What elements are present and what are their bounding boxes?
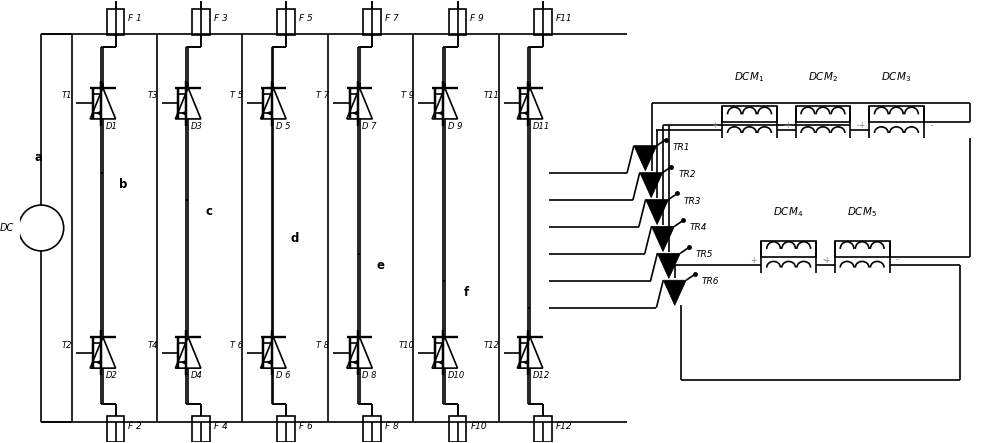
Text: D3: D3 bbox=[191, 121, 203, 131]
Text: F12: F12 bbox=[555, 422, 572, 431]
Bar bbox=[449, 416, 466, 442]
Text: +: + bbox=[711, 121, 717, 130]
Text: T10: T10 bbox=[399, 341, 414, 350]
Bar bbox=[869, 106, 924, 122]
Text: D 7: D 7 bbox=[362, 121, 377, 131]
Bar bbox=[835, 241, 890, 257]
Bar bbox=[363, 416, 381, 442]
Text: D10: D10 bbox=[448, 371, 465, 380]
Text: D 5: D 5 bbox=[276, 121, 291, 131]
Text: TR1: TR1 bbox=[672, 143, 690, 152]
Text: T2: T2 bbox=[62, 341, 72, 350]
Polygon shape bbox=[640, 173, 663, 198]
Text: b: b bbox=[119, 178, 127, 191]
Text: F 8: F 8 bbox=[385, 422, 399, 431]
Text: T 9: T 9 bbox=[401, 91, 414, 101]
Text: D11: D11 bbox=[533, 121, 550, 131]
Bar bbox=[363, 9, 381, 35]
Polygon shape bbox=[663, 280, 686, 305]
Text: D4: D4 bbox=[191, 371, 203, 380]
Bar bbox=[277, 416, 295, 442]
Text: TR6: TR6 bbox=[702, 277, 719, 286]
Bar bbox=[761, 241, 816, 257]
Text: -: - bbox=[823, 256, 825, 264]
Text: -: - bbox=[857, 121, 860, 130]
Text: T11: T11 bbox=[484, 91, 500, 101]
Text: $DCM_3$: $DCM_3$ bbox=[881, 70, 912, 85]
Text: +: + bbox=[858, 121, 864, 130]
Text: D12: D12 bbox=[533, 371, 550, 380]
Text: e: e bbox=[376, 259, 384, 272]
Polygon shape bbox=[652, 226, 674, 252]
Text: -: - bbox=[783, 121, 786, 130]
Bar bbox=[107, 9, 124, 35]
Text: +: + bbox=[785, 121, 791, 130]
Text: T4: T4 bbox=[147, 341, 158, 350]
Text: TR4: TR4 bbox=[690, 223, 707, 233]
Text: T1: T1 bbox=[62, 91, 72, 101]
Text: D1: D1 bbox=[106, 121, 118, 131]
Text: c: c bbox=[206, 205, 213, 218]
Text: f: f bbox=[464, 286, 469, 299]
Text: $DCM_2$: $DCM_2$ bbox=[808, 70, 838, 85]
Text: F10: F10 bbox=[470, 422, 487, 431]
Text: TR2: TR2 bbox=[678, 170, 696, 179]
Bar bbox=[277, 9, 295, 35]
Text: D 6: D 6 bbox=[276, 371, 291, 380]
Text: F 6: F 6 bbox=[299, 422, 313, 431]
Bar bbox=[449, 9, 466, 35]
Text: T 5: T 5 bbox=[230, 91, 243, 101]
Text: F 9: F 9 bbox=[470, 14, 484, 23]
Text: F 1: F 1 bbox=[128, 14, 142, 23]
Text: $DCM_4$: $DCM_4$ bbox=[773, 205, 804, 219]
Text: $DCM_1$: $DCM_1$ bbox=[734, 70, 765, 85]
Polygon shape bbox=[657, 253, 680, 278]
Text: -: - bbox=[930, 121, 933, 130]
Bar bbox=[192, 9, 210, 35]
Text: T12: T12 bbox=[484, 341, 500, 350]
Bar bbox=[534, 416, 552, 442]
Bar bbox=[722, 106, 777, 122]
Bar bbox=[192, 416, 210, 442]
Text: d: d bbox=[290, 232, 299, 245]
Text: D 9: D 9 bbox=[448, 121, 462, 131]
Text: $DCM_5$: $DCM_5$ bbox=[847, 205, 877, 219]
Text: D 8: D 8 bbox=[362, 371, 377, 380]
Text: T 7: T 7 bbox=[316, 91, 329, 101]
Text: DC: DC bbox=[0, 223, 14, 233]
Text: D2: D2 bbox=[106, 371, 118, 380]
Text: TR3: TR3 bbox=[684, 197, 702, 206]
Text: a: a bbox=[34, 151, 42, 164]
Text: F11: F11 bbox=[555, 14, 572, 23]
Polygon shape bbox=[634, 146, 657, 171]
Text: F 2: F 2 bbox=[128, 422, 142, 431]
Polygon shape bbox=[646, 199, 669, 225]
Bar bbox=[107, 416, 124, 442]
Bar bbox=[796, 106, 850, 122]
Text: +: + bbox=[824, 256, 830, 264]
Text: TR5: TR5 bbox=[696, 250, 713, 260]
Text: F 3: F 3 bbox=[214, 14, 227, 23]
Text: +: + bbox=[750, 256, 757, 264]
Text: -: - bbox=[896, 256, 899, 264]
Bar bbox=[534, 9, 552, 35]
Text: T 8: T 8 bbox=[316, 341, 329, 350]
Text: T 6: T 6 bbox=[230, 341, 243, 350]
Text: T3: T3 bbox=[147, 91, 158, 101]
Text: F 5: F 5 bbox=[299, 14, 313, 23]
Text: F 7: F 7 bbox=[385, 14, 399, 23]
Text: F 4: F 4 bbox=[214, 422, 227, 431]
